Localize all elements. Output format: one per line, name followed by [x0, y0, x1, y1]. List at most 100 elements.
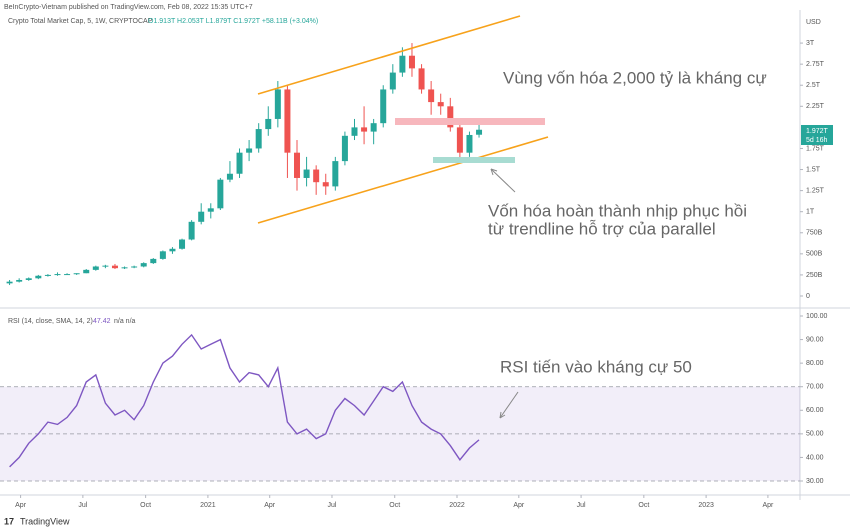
y-tick-label: 40.00	[806, 454, 824, 461]
currency: USD	[806, 19, 821, 26]
candle-body	[284, 89, 291, 153]
footer: TradingView	[20, 516, 70, 526]
y-tick-label: 1T	[806, 209, 815, 216]
candle-body	[35, 275, 42, 279]
logo: 17	[4, 516, 14, 526]
candle-body	[73, 273, 80, 275]
candle-body	[447, 106, 454, 128]
candle-body	[399, 55, 406, 73]
symbol: Crypto Total Market Cap, 5, 1W, CRYPTOCA…	[8, 18, 153, 25]
x-tick-label: Jul	[577, 502, 586, 509]
candle-body	[207, 208, 214, 212]
candle-body	[255, 129, 262, 149]
candle-body	[361, 127, 368, 132]
candle-body	[217, 179, 224, 209]
candle-body	[313, 169, 320, 183]
y-tick-label: 70.00	[806, 384, 824, 391]
candle-body	[150, 258, 157, 264]
y-tick-label: 1.5T	[806, 166, 821, 173]
candle-body	[408, 55, 415, 69]
candle-body	[341, 135, 348, 162]
resistance-zone	[395, 118, 545, 125]
candle-body	[274, 89, 281, 119]
price-tag	[801, 125, 833, 145]
candle-body	[159, 251, 166, 259]
y-tick-label: 2.25T	[806, 103, 825, 110]
arrow	[499, 391, 519, 419]
last-price: 1.972T	[806, 128, 829, 135]
candle-body	[303, 169, 310, 178]
y-tick-label: 50.00	[806, 431, 824, 438]
arrow-head	[490, 168, 498, 176]
candle-body	[102, 265, 109, 267]
candle-body	[111, 265, 118, 269]
candle-body	[466, 134, 473, 153]
x-tick-label: Oct	[140, 502, 151, 509]
candle-body	[265, 118, 272, 130]
candle-body	[54, 274, 61, 276]
candle-body	[16, 279, 23, 282]
candle-body	[380, 89, 387, 124]
y-tick-label: 30.00	[806, 478, 824, 485]
candle-body	[294, 152, 301, 178]
y-tick-label: 80.00	[806, 360, 824, 367]
annotation: từ trendline hỗ trợ của parallel	[488, 219, 716, 238]
x-tick-label: 2022	[449, 502, 465, 509]
candle-body	[25, 278, 32, 280]
arrow	[490, 168, 516, 193]
candle-body	[226, 173, 233, 180]
x-tick-label: 2023	[698, 502, 714, 509]
y-tick-label: 250B	[806, 272, 823, 279]
candle-body	[236, 152, 243, 174]
candle-body	[246, 148, 253, 153]
x-tick-label: Oct	[638, 502, 649, 509]
countdown: 5d 16h	[806, 137, 828, 144]
candle-body	[456, 127, 463, 153]
candle-body	[476, 129, 483, 135]
candle-body	[370, 123, 377, 132]
ohlc-legend: O1.913T H2.053T L1.879T C1.972T +58.11B …	[148, 18, 318, 25]
x-tick-label: Apr	[513, 502, 525, 509]
x-tick-label: Oct	[389, 502, 400, 509]
x-tick-label: Apr	[15, 502, 27, 509]
candle-body	[322, 182, 329, 187]
x-tick-label: Jul	[78, 502, 87, 509]
y-tick-label: 2.75T	[806, 61, 825, 68]
y-tick-label: 1.75T	[806, 145, 825, 152]
y-tick-label: 2.5T	[806, 82, 821, 89]
candle-body	[351, 127, 358, 136]
y-tick-label: 60.00	[806, 407, 824, 414]
y-tick-label: 100.00	[806, 313, 828, 320]
candle-body	[64, 274, 71, 276]
y-tick-label: 90.00	[806, 336, 824, 343]
y-tick-label: 3T	[806, 40, 815, 47]
candle-body	[437, 102, 444, 107]
candle-body	[169, 248, 176, 252]
arrow-head	[499, 411, 506, 419]
rsi-extra: n/a n/a	[114, 318, 136, 325]
candle-body	[179, 239, 186, 249]
publisher: BeInCrypto-Vietnam published on TradingV…	[4, 4, 253, 11]
candle-body	[6, 281, 13, 284]
candle-body	[140, 263, 147, 267]
rsi-line	[9, 333, 480, 468]
candle-body	[188, 221, 195, 240]
candle-body	[428, 89, 435, 103]
candle-body	[92, 266, 99, 270]
x-tick-label: 2021	[200, 502, 216, 509]
y-tick-label: 0	[806, 293, 810, 300]
annotation: Vốn hóa hoàn thành nhịp phục hồi	[488, 201, 747, 220]
rsi-value: 47.42	[93, 318, 111, 325]
channel-upper	[257, 15, 521, 95]
y-tick-label: 750B	[806, 230, 823, 237]
rsi-legend: RSI (14, close, SMA, 14, 2)	[8, 318, 93, 325]
support-zone	[433, 157, 515, 163]
candle-body	[198, 211, 205, 222]
x-tick-label: Apr	[264, 502, 276, 509]
candle-body	[389, 72, 396, 90]
y-tick-label: 1.25T	[806, 187, 825, 194]
candle-body	[332, 161, 339, 187]
candle-body	[131, 266, 138, 268]
candle-body	[83, 269, 90, 274]
